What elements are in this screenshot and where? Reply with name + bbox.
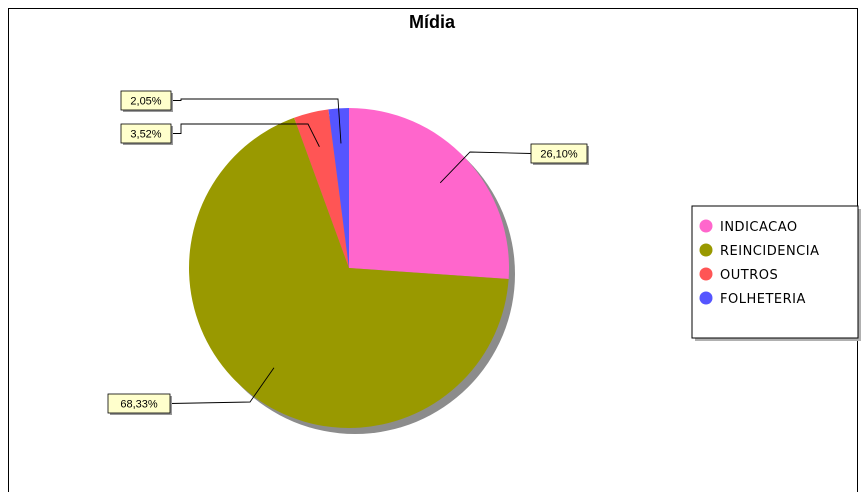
legend-swatch-reincidencia — [699, 243, 713, 257]
pie-labels: 26,10% 68,33% 3,52% 2,05% — [107, 90, 589, 415]
leader-line-folheteria — [171, 98, 342, 144]
leader-line-reincidencia — [169, 367, 275, 404]
legend-box — [691, 205, 859, 339]
data-label-box-reincidencia — [107, 393, 171, 414]
leader-line-indicacao — [439, 151, 532, 184]
pie-slices — [188, 108, 510, 428]
leader-line-outros — [171, 123, 320, 147]
legend-label-outros: OUTROS — [720, 268, 778, 283]
data-label-indicacao: 26,10% — [540, 149, 578, 161]
chart-title: Mídia — [408, 12, 455, 32]
pie-slice-reincidencia — [188, 117, 509, 428]
legend-swatch-indicacao — [699, 219, 713, 233]
legend-swatch-outros — [699, 267, 713, 281]
data-label-reincidencia: 68,33% — [120, 399, 158, 411]
pie-slice-indicacao — [349, 108, 510, 280]
legend-swatch-folheteria — [699, 291, 713, 305]
pie-slice-folheteria — [328, 108, 349, 268]
legend-label-folheteria: FOLHETERIA — [720, 292, 806, 307]
data-label-folheteria: 2,05% — [130, 96, 161, 108]
data-label-outros: 3,52% — [130, 129, 161, 141]
legend: INDICACAO REINCIDENCIA OUTROS FOLHETERIA — [691, 205, 861, 341]
pie-slice-outros — [294, 109, 349, 268]
legend-label-reincidencia: REINCIDENCIA — [720, 244, 819, 259]
data-label-box-folheteria — [120, 90, 172, 111]
data-label-box-indicacao — [530, 143, 588, 164]
data-label-box-outros — [120, 123, 172, 144]
legend-label-indicacao: INDICACAO — [720, 220, 798, 235]
